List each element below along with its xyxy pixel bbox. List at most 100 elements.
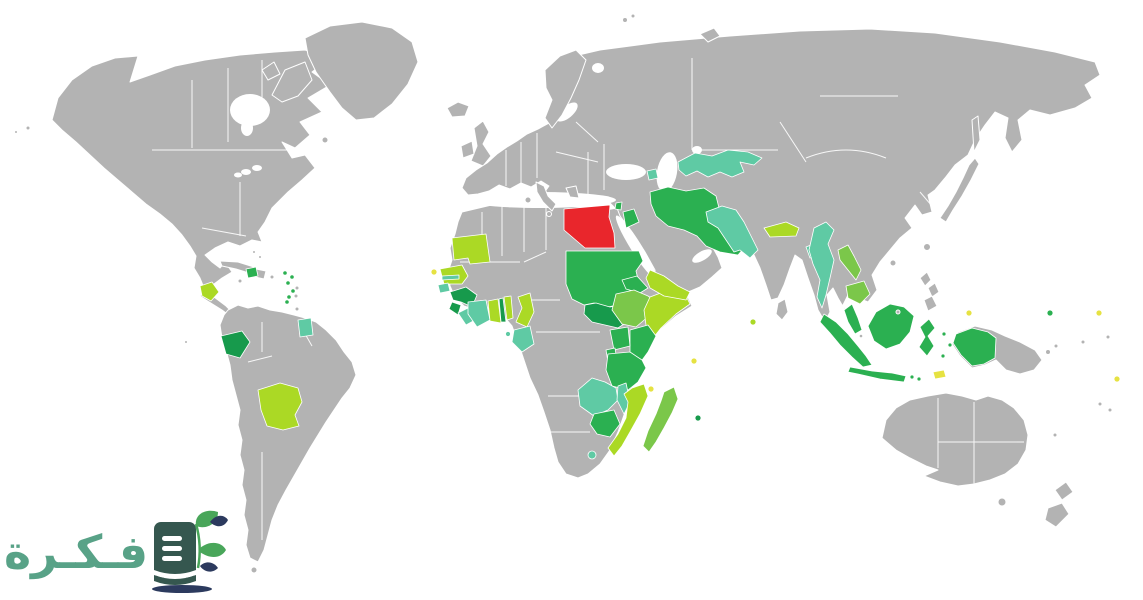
- region-tuvalu: [1113, 375, 1121, 383]
- book-plant-icon: [152, 510, 229, 593]
- logo-shadow: [152, 585, 213, 593]
- region-nicaragua: [199, 281, 220, 302]
- region-lebanon: [614, 201, 623, 211]
- island-st-kitts: [289, 274, 295, 280]
- island-solomon: [1053, 343, 1059, 349]
- island-hainan: [889, 259, 897, 267]
- region-mauritania: [451, 233, 491, 265]
- watermark-text: فـكـرة: [4, 525, 149, 579]
- islands-fiji-1: [1097, 401, 1103, 407]
- landmass-south-america: [219, 304, 357, 563]
- island-st-vincent: [286, 294, 292, 300]
- region-comoros: [647, 385, 655, 393]
- region-uganda: [609, 326, 631, 351]
- book-line-3: [162, 556, 183, 561]
- region-myanmar: [808, 221, 835, 309]
- island-jamaica: [237, 278, 243, 284]
- region-sao-tome: [505, 331, 511, 337]
- book-pages: [154, 570, 197, 579]
- islands-fiji-2: [1107, 407, 1113, 413]
- region-senegal: [439, 264, 469, 285]
- island-novaya-zemlya: [699, 27, 721, 43]
- lake-michigan: [234, 172, 242, 178]
- island-tierra-del-fuego: [250, 566, 258, 574]
- islands-aleutian-1: [25, 125, 31, 131]
- colored-regions: [199, 149, 1121, 460]
- island-bali: [909, 374, 915, 380]
- island-newfoundland: [321, 136, 329, 144]
- leaf-top-dark: [210, 515, 229, 527]
- island-kiribati: [1105, 334, 1111, 340]
- region-haiti: [245, 266, 259, 279]
- islands-bahamas-2: [258, 255, 262, 259]
- island-sakhalin: [971, 115, 981, 153]
- region-benin: [503, 295, 514, 321]
- region-madagascar: [642, 386, 679, 453]
- island-sulawesi: [918, 318, 936, 357]
- island-galapagos: [184, 340, 188, 344]
- sea-persian-gulf: [692, 249, 712, 263]
- region-marshall-islands: [1095, 309, 1103, 317]
- island-borneo: [867, 303, 915, 350]
- leaf-bottom-dark: [200, 562, 219, 572]
- landmass-australia: [881, 392, 1029, 487]
- peninsula-scandinavia: [544, 49, 587, 129]
- seas: [230, 63, 712, 297]
- region-uzbekistan-group: [677, 149, 763, 178]
- region-iran: [649, 186, 745, 256]
- region-egypt: [563, 204, 616, 249]
- region-seychelles: [690, 357, 698, 365]
- island-trinidad: [294, 306, 300, 312]
- watermark-logo: فـكـرة: [4, 510, 232, 594]
- island-victoria: [261, 61, 281, 81]
- islands-moluccas-1: [941, 331, 947, 337]
- region-tanzania: [605, 351, 647, 391]
- islands-japan: [939, 157, 980, 223]
- peninsula-italy: [535, 181, 557, 212]
- sea-hudson-bay: [230, 94, 270, 126]
- islands-bahamas-1: [252, 250, 256, 254]
- book-line-1: [162, 536, 183, 541]
- region-nepal: [763, 221, 800, 238]
- sea-black: [606, 164, 646, 180]
- region-timor-leste: [932, 369, 947, 380]
- region-sierra-leone: [448, 301, 462, 316]
- landmass-eurasia: [461, 28, 1101, 333]
- region-cambodia: [845, 280, 871, 305]
- island-great-britain: [470, 120, 492, 167]
- island-taiwan: [923, 243, 931, 251]
- region-yemen: [645, 269, 691, 301]
- island-ireland: [460, 140, 475, 159]
- region-zimbabwe: [589, 409, 621, 438]
- island-antilles-gray-2: [293, 293, 299, 299]
- island-sicily: [546, 211, 552, 217]
- region-jordan: [622, 208, 640, 229]
- sea-baltic: [556, 102, 578, 122]
- region-eritrea: [621, 275, 649, 294]
- islands-philippines-2: [927, 282, 940, 298]
- region-bolivia: [257, 382, 303, 431]
- region-ecuador: [220, 330, 251, 359]
- region-micronesia: [1046, 309, 1054, 317]
- sea-white: [592, 63, 604, 73]
- region-lesotho: [587, 450, 597, 460]
- region-gambia: [441, 274, 460, 281]
- region-armenia: [646, 168, 659, 181]
- sea-aral: [692, 146, 702, 154]
- region-laos: [837, 244, 862, 281]
- region-cote-divoire: [467, 299, 491, 328]
- region-pakistan: [705, 205, 759, 259]
- islands-moluccas-2: [947, 342, 953, 348]
- sea-caspian: [656, 152, 678, 192]
- island-sardinia: [524, 196, 532, 204]
- island-antilles-gray-1: [294, 285, 300, 291]
- book-line-2: [162, 546, 183, 551]
- island-tasmania: [997, 497, 1007, 507]
- gray-islands: [14, 13, 1113, 574]
- region-ghana: [487, 298, 502, 324]
- island-nz-north: [1054, 481, 1074, 501]
- country-borders: [152, 58, 1024, 540]
- lake-superior: [241, 169, 251, 175]
- island-nz-south: [1044, 502, 1070, 528]
